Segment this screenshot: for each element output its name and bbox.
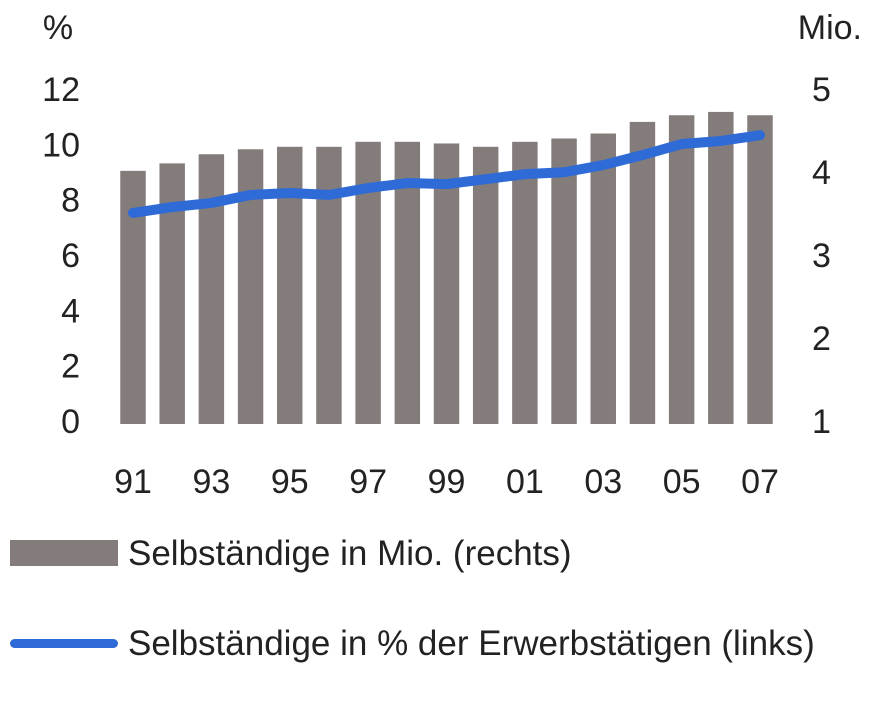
y2-tick-label: 2: [812, 320, 831, 358]
x-tick-label: 93: [192, 463, 230, 501]
x-tick-label: 03: [584, 463, 622, 501]
y2-axis-label: Mio.: [798, 9, 862, 47]
x-tick-label: 97: [349, 463, 387, 501]
y-tick-label: 10: [42, 126, 80, 164]
legend-swatch: [10, 639, 118, 648]
legend-item: Selbständige in Mio. (rechts): [10, 530, 572, 577]
x-tick-label: 01: [506, 463, 544, 501]
y2-tick-label: 4: [812, 154, 831, 192]
y-axis-label: %: [43, 9, 73, 47]
bar: [590, 133, 616, 424]
legend-label: Selbständige in % der Erwerbstätigen (li…: [128, 624, 815, 663]
y2-tick-label: 5: [812, 71, 831, 109]
y-tick-label: 2: [61, 348, 80, 386]
bar: [747, 115, 773, 425]
y-tick-label: 4: [61, 292, 80, 330]
bar: [198, 154, 225, 424]
x-tick-label: 99: [428, 463, 466, 501]
legend-swatch: [10, 540, 118, 566]
y2-tick-label: 1: [812, 403, 831, 441]
y-tick-label: 6: [61, 237, 80, 275]
bar: [433, 143, 460, 424]
bar: [512, 141, 538, 425]
legend-item: Selbständige in % der Erwerbstätigen (li…: [10, 620, 860, 667]
bar: [708, 111, 734, 425]
y-tick-label: 0: [61, 403, 80, 441]
x-tick-label: 95: [271, 463, 309, 501]
bar: [472, 146, 499, 424]
x-tick-label: 05: [663, 463, 701, 501]
legend-label: Selbständige in Mio. (rechts): [128, 534, 572, 573]
y-tick-label: 12: [42, 71, 80, 109]
bar: [629, 121, 656, 424]
line: [128, 130, 765, 218]
x-tick-label: 07: [741, 463, 779, 501]
x-tick-label: 91: [114, 463, 152, 501]
bar: [668, 115, 695, 425]
bar: [551, 138, 577, 425]
y-tick-label: 8: [61, 182, 80, 220]
y2-tick-label: 3: [812, 237, 831, 275]
